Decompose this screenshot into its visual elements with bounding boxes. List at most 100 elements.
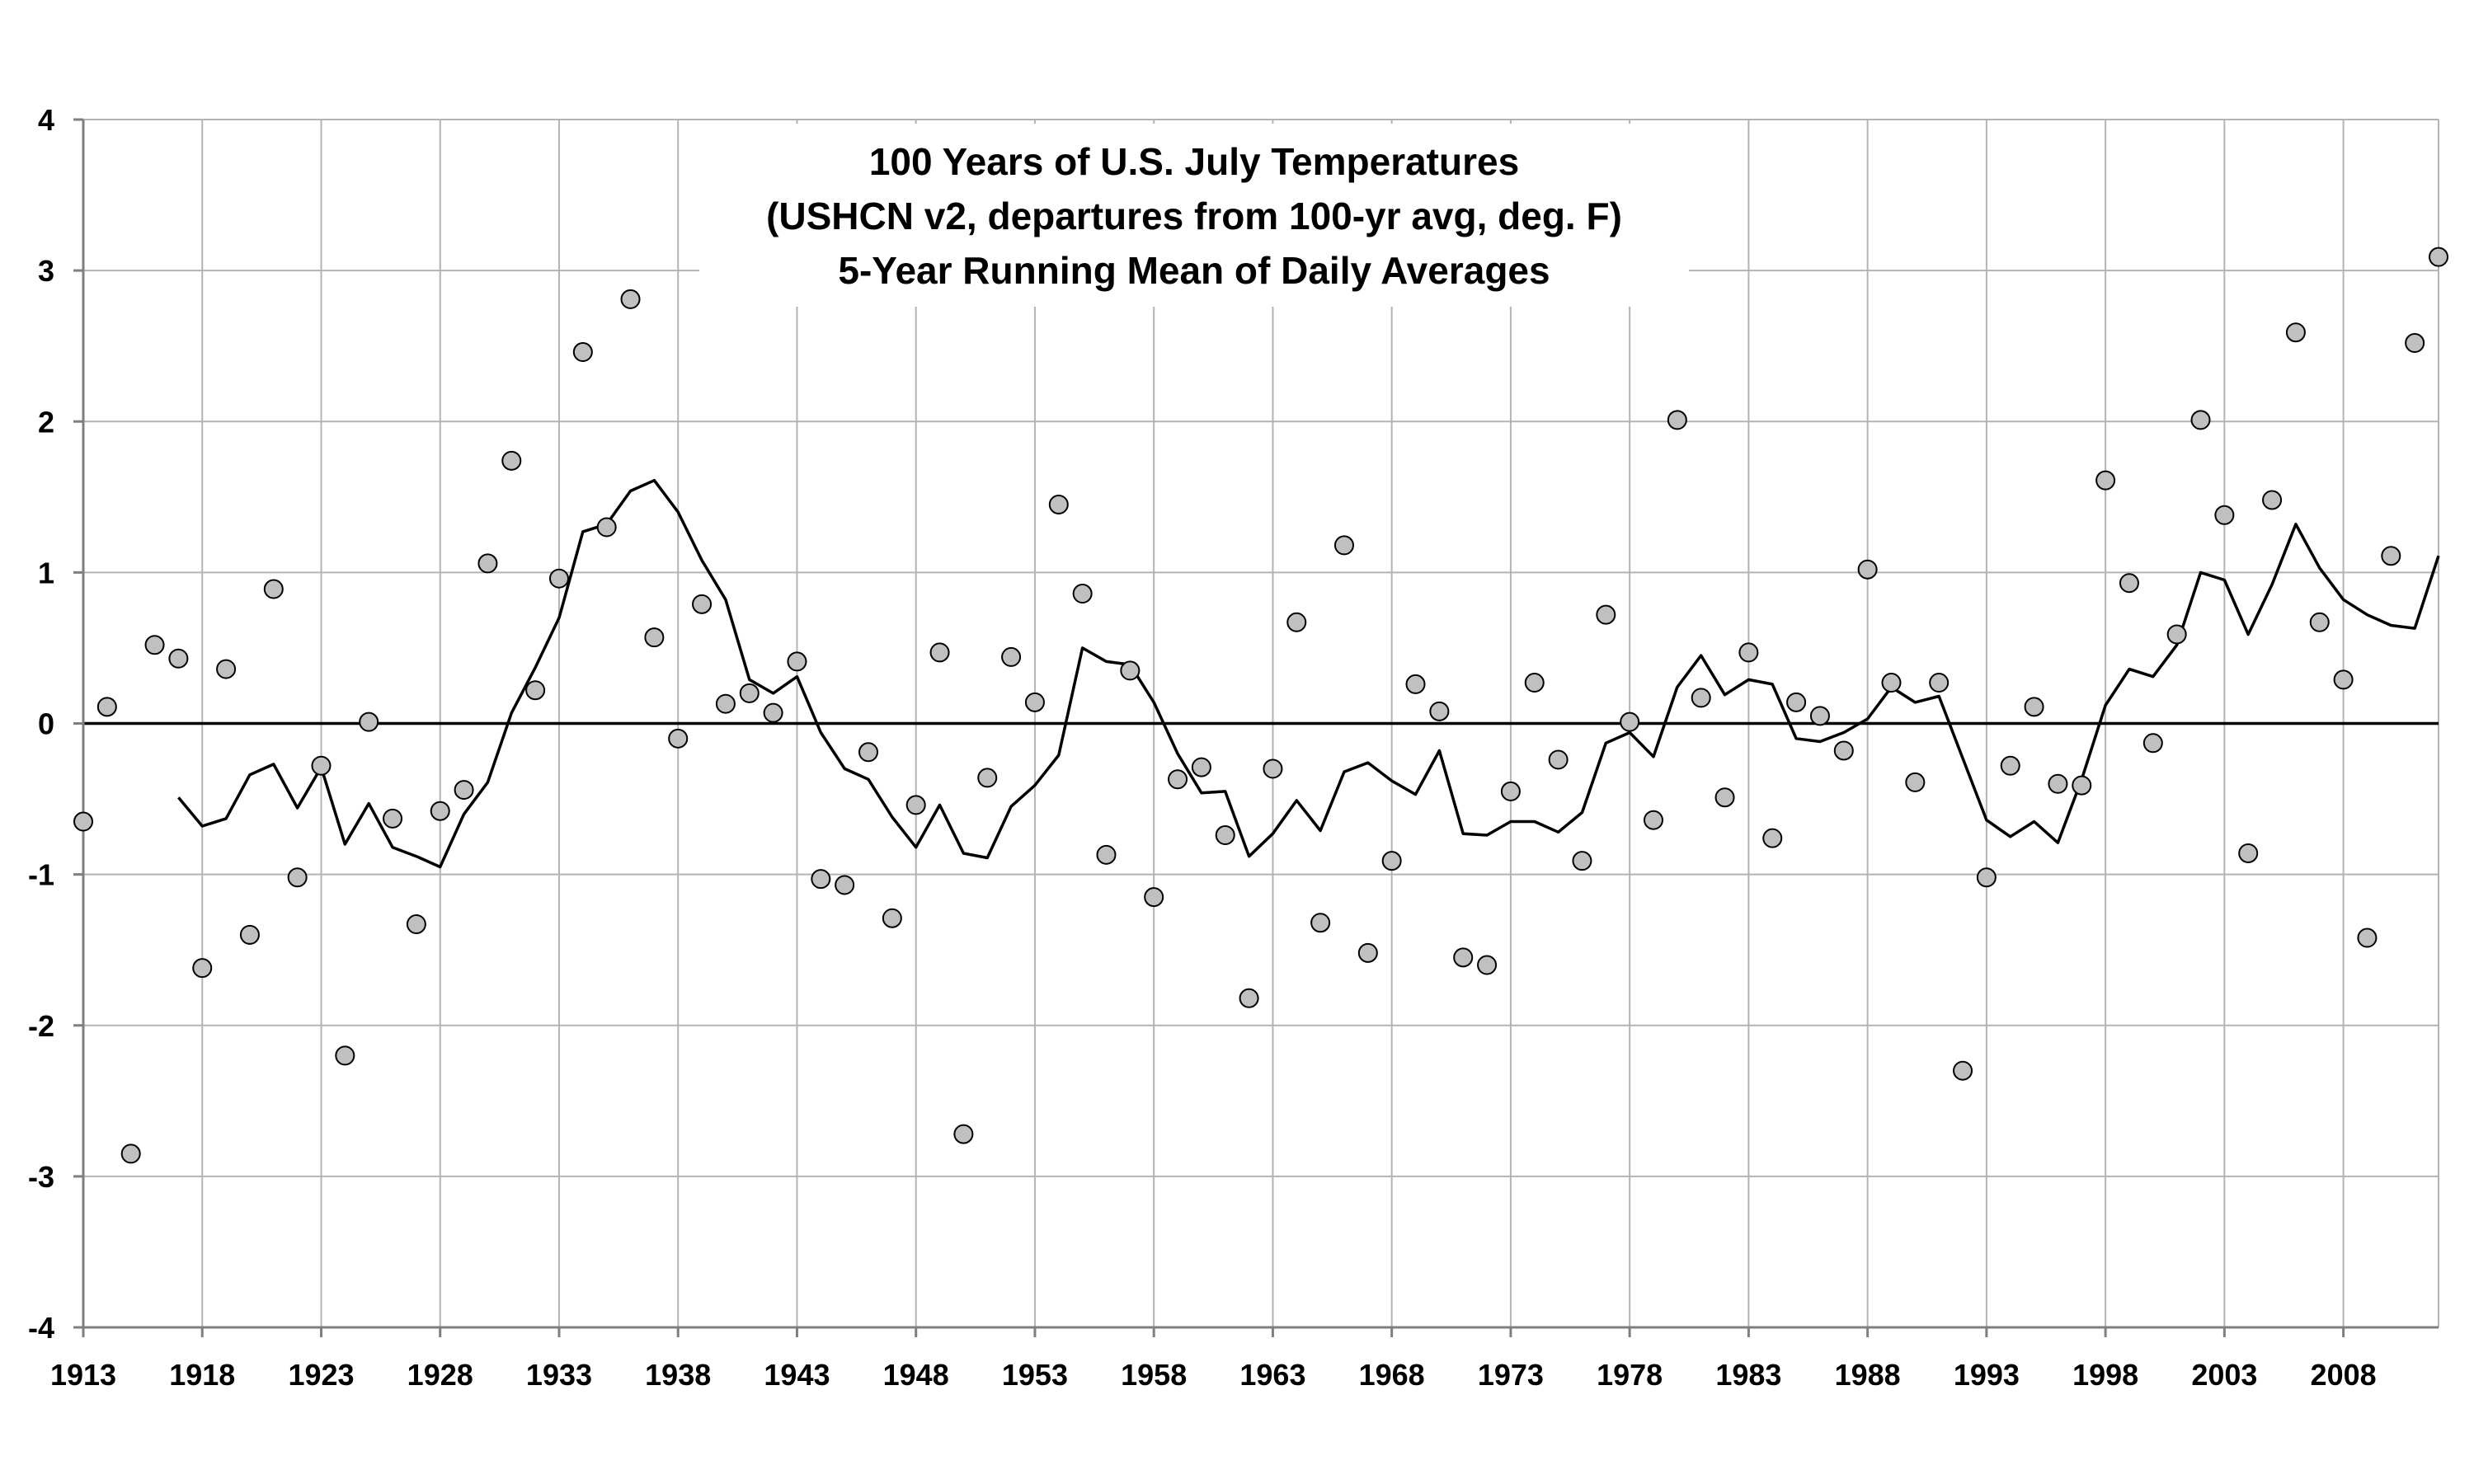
data-point xyxy=(2333,669,2354,690)
data-point xyxy=(596,517,617,538)
data-point xyxy=(168,648,189,669)
data-point xyxy=(1120,660,1141,681)
x-tick-label: 1918 xyxy=(169,1358,235,1392)
x-tick-label: 2003 xyxy=(2191,1358,2257,1392)
data-point xyxy=(715,693,736,714)
running-mean-line xyxy=(177,478,2440,869)
data-point xyxy=(1072,584,1093,604)
data-point xyxy=(1833,740,1854,761)
axes xyxy=(73,118,2439,1337)
data-point xyxy=(144,635,165,655)
data-point xyxy=(1786,692,1807,712)
data-point xyxy=(2072,775,2092,796)
data-point xyxy=(1215,825,1235,846)
x-tick-label: 1983 xyxy=(1715,1358,1781,1392)
data-point xyxy=(1477,955,1498,975)
data-point xyxy=(239,924,260,945)
data-point xyxy=(1429,701,1450,721)
data-point xyxy=(1905,772,1926,792)
data-point xyxy=(2238,843,2259,863)
y-tick-labels: -4 -3 -2 -1 0 1 2 3 4 xyxy=(28,103,54,1345)
data-point xyxy=(644,627,665,648)
data-point xyxy=(620,289,641,309)
y-tick-label: -2 xyxy=(28,1009,54,1043)
data-point xyxy=(1809,706,1830,726)
data-point xyxy=(2381,546,2401,566)
data-point xyxy=(383,808,403,829)
x-tick-label: 1928 xyxy=(407,1358,473,1392)
data-point xyxy=(1453,947,1474,968)
x-tick-label: 1958 xyxy=(1121,1358,1187,1392)
data-point xyxy=(1144,887,1164,908)
data-point xyxy=(858,742,878,763)
title-line-1: 100 Years of U.S. July Temperatures xyxy=(869,140,1519,183)
data-point xyxy=(216,659,237,679)
data-point xyxy=(1001,646,1022,667)
data-point xyxy=(1357,942,1378,963)
data-point xyxy=(96,697,117,717)
data-point xyxy=(1048,494,1069,514)
x-tick-label: 1938 xyxy=(645,1358,711,1392)
y-tick-label: -3 xyxy=(28,1160,54,1194)
data-point xyxy=(2024,697,2044,717)
data-point xyxy=(692,594,713,614)
x-tick-labels: 1913 1918 1923 1928 1933 1938 1943 1948 1953 1958… xyxy=(50,1358,2377,1392)
data-point xyxy=(1524,673,1545,693)
data-point xyxy=(1572,851,1592,871)
data-point xyxy=(1738,642,1759,663)
data-point xyxy=(811,869,831,890)
data-point xyxy=(454,780,474,801)
data-point xyxy=(763,702,783,723)
data-point xyxy=(572,342,593,363)
data-point xyxy=(430,801,450,821)
data-point xyxy=(525,680,546,701)
data-point xyxy=(1976,867,1997,888)
title-background xyxy=(699,124,1689,307)
data-point xyxy=(1548,749,1569,770)
data-point xyxy=(1500,781,1521,801)
data-point xyxy=(929,642,950,663)
data-point xyxy=(1096,844,1117,865)
x-tick-label: 1973 xyxy=(1478,1358,1544,1392)
data-point xyxy=(2262,490,2283,510)
data-point xyxy=(1286,612,1307,632)
data-point xyxy=(882,908,902,928)
x-tick-label: 2008 xyxy=(2311,1358,2377,1392)
x-tick-label: 1953 xyxy=(1002,1358,1068,1392)
y-tick-label: 0 xyxy=(38,707,54,741)
data-point xyxy=(1191,757,1211,777)
data-point xyxy=(359,711,379,732)
data-point xyxy=(1381,851,1402,871)
chart-title: 100 Years of U.S. July Temperatures (USH… xyxy=(699,124,1689,307)
x-tick-label: 1943 xyxy=(764,1358,830,1392)
data-point xyxy=(335,1045,355,1066)
data-point xyxy=(2357,928,2378,948)
data-point xyxy=(1168,769,1188,790)
data-point xyxy=(739,683,760,703)
y-tick-label: 3 xyxy=(38,254,54,288)
x-tick-label: 1948 xyxy=(883,1358,949,1392)
data-point xyxy=(1857,559,1878,580)
data-point xyxy=(548,568,569,589)
data-point xyxy=(2095,470,2116,491)
data-point xyxy=(1333,535,1354,556)
running-mean-series xyxy=(177,478,2440,869)
data-point xyxy=(2048,773,2068,794)
data-point xyxy=(2142,733,2163,754)
data-point xyxy=(2285,322,2306,343)
data-point xyxy=(977,768,998,788)
annual-points-series xyxy=(73,247,2448,1164)
data-point xyxy=(1667,410,1687,430)
data-point xyxy=(1620,711,1640,732)
y-tick-label: -1 xyxy=(28,858,54,892)
data-point xyxy=(263,579,284,599)
data-point xyxy=(192,958,213,979)
data-point xyxy=(2166,624,2187,645)
data-point xyxy=(1762,828,1783,848)
x-tick-label: 1923 xyxy=(288,1358,354,1392)
y-tick-label: -4 xyxy=(28,1311,54,1345)
data-point xyxy=(1953,1060,1973,1081)
data-point xyxy=(787,651,807,672)
data-point xyxy=(73,811,93,832)
data-point xyxy=(668,728,689,749)
